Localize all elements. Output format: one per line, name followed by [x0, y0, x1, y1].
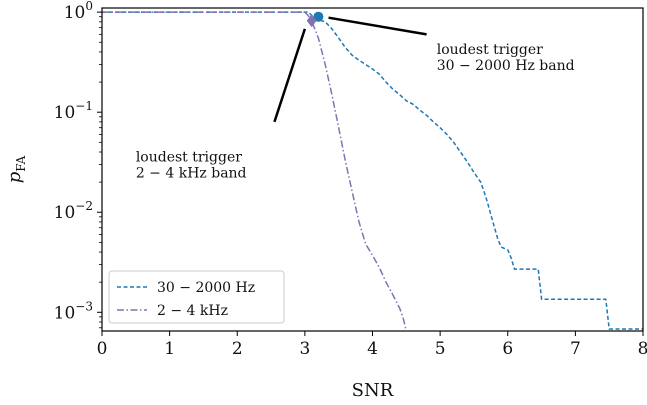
y-tick-label-0: 100: [64, 0, 93, 23]
series-layer: [102, 11, 643, 331]
x-axis-title: SNR: [352, 380, 394, 401]
loudest-trigger-marker-1: [306, 14, 317, 28]
x-tick-label-0: 0: [97, 339, 108, 359]
y-tick-label-1: 10−1: [54, 99, 93, 123]
marker-layer: [306, 11, 324, 28]
legend-label-0: 30 − 2000 Hz: [157, 280, 255, 296]
x-tick-label-1: 1: [164, 339, 175, 359]
x-tick-label-5: 5: [435, 339, 446, 359]
x-tick-label-4: 4: [367, 339, 378, 359]
annotation-text-0-1: 30 − 2000 Hz band: [437, 58, 575, 74]
annotation-text-0-0: loudest trigger: [437, 42, 543, 58]
annotation-arrow-0: [328, 16, 427, 36]
annotation-text-1-1: 2 − 4 kHz band: [136, 166, 247, 182]
legend-label-1: 2 − 4 kHz: [157, 303, 228, 319]
loudest-trigger-marker-0: [313, 11, 324, 22]
y-axis-title-sub: FA: [14, 155, 28, 171]
x-tick-label-3: 3: [299, 339, 310, 359]
series-line-1: [102, 11, 408, 331]
x-tick-label-2: 2: [232, 339, 243, 359]
legend-box: [108, 270, 285, 324]
x-tick-label-6: 6: [502, 339, 513, 359]
y-tick-label-3: 10−3: [54, 299, 93, 323]
y-tick-label-2: 10−2: [54, 199, 93, 223]
series-line-0: [102, 11, 643, 330]
y-axis-title: pFA: [4, 155, 28, 183]
axis-layer: 0 1 2 3 4 5 6 7 8 100 10−1 10−2 10−3: [54, 0, 647, 359]
x-tick-label-8: 8: [638, 339, 647, 359]
annotation-text-1-0: loudest trigger: [136, 150, 242, 166]
x-tick-label-7: 7: [570, 339, 581, 359]
y-axis-title-main: p: [4, 171, 25, 183]
annotation-arrow-1: [273, 28, 307, 123]
legend: 30 − 2000 Hz 2 − 4 kHz: [108, 270, 285, 324]
